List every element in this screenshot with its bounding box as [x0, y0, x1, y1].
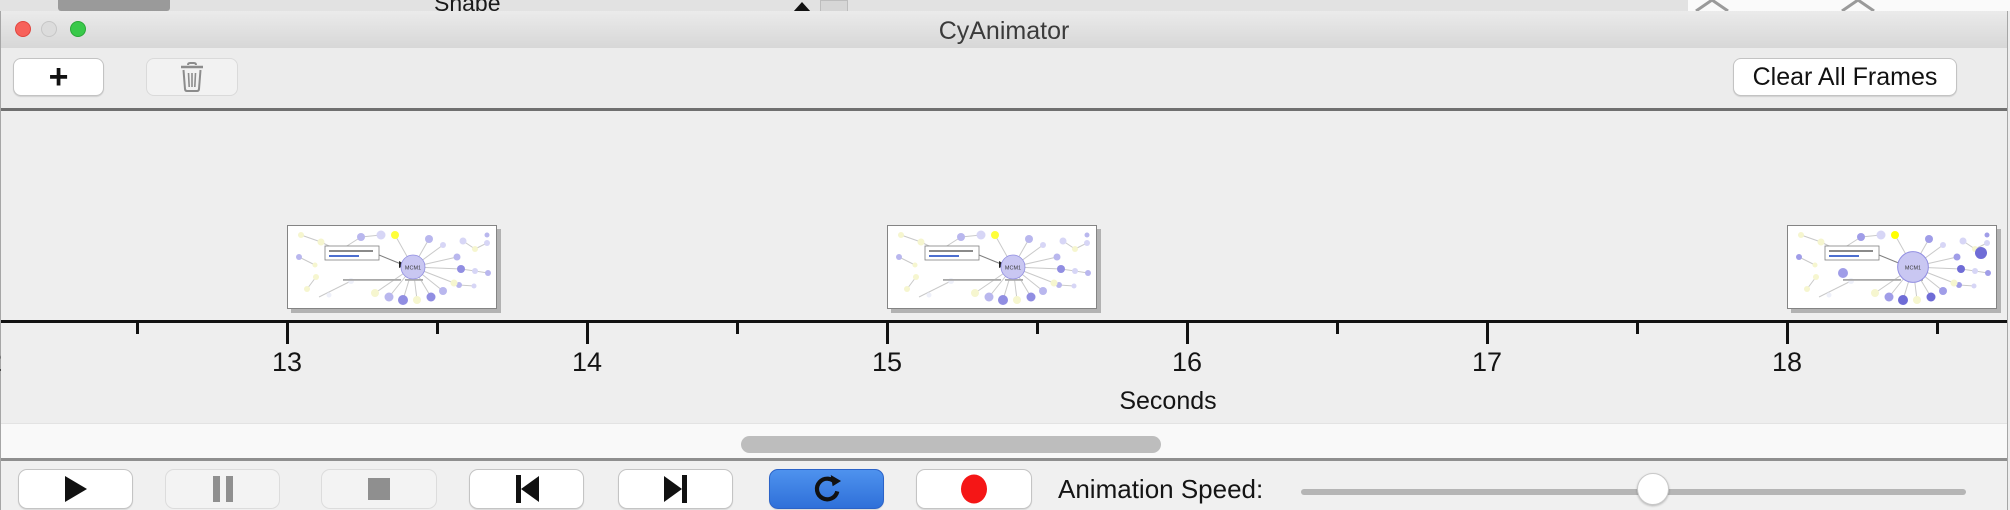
animation-speed-slider-track[interactable]: [1301, 489, 1966, 495]
minimize-window-button[interactable]: [41, 21, 57, 37]
tick-label-12: 12: [0, 347, 27, 378]
major-tick-14: [585, 323, 589, 344]
plus-icon: +: [48, 57, 69, 96]
tick-label-15: 15: [871, 347, 903, 377]
timeline-scrollbar-track[interactable]: [1, 423, 2007, 458]
background-icon-fragments: [1695, 0, 1875, 11]
title-bar[interactable]: CyAnimator: [1, 11, 2007, 49]
skip-to-start-button[interactable]: [469, 469, 584, 509]
major-tick-18: [1785, 323, 1789, 344]
minor-tick-13.5: [435, 323, 439, 334]
record-button[interactable]: [916, 469, 1032, 509]
stop-icon: [368, 478, 390, 500]
zoom-window-button[interactable]: [70, 21, 86, 37]
svg-text:MCM1: MCM1: [1005, 266, 1021, 272]
minor-tick-17.5: [1635, 323, 1639, 334]
cyanimator-window: CyAnimator + Clear All Frames: [0, 11, 2008, 510]
background-shape-label: Shape: [434, 0, 501, 11]
frame-thumbnail-1[interactable]: MCM1: [287, 225, 497, 309]
tick-label-14: 14: [571, 347, 603, 377]
network-thumbnail-image: MCM1: [1791, 229, 1993, 305]
playback-control-bar: Animation Speed:: [1, 458, 2007, 510]
minor-tick-18.5: [1935, 323, 1939, 334]
tick-label-16: 16: [1171, 347, 1203, 377]
tick-label-13: 13: [271, 347, 303, 377]
frame-thumbnail-3[interactable]: MCM1: [1787, 225, 1997, 309]
background-button-fragment: [820, 0, 848, 11]
pause-icon: [212, 476, 233, 502]
skip-to-start-icon: [515, 475, 539, 503]
minor-tick-12.5: [135, 323, 139, 334]
animation-speed-label: Animation Speed:: [1058, 474, 1264, 504]
close-window-button[interactable]: [15, 21, 31, 37]
network-thumbnail-image: MCM1: [891, 229, 1093, 305]
background-toolbar-fragment: [58, 0, 170, 11]
svg-text:MCM1: MCM1: [1905, 266, 1921, 272]
svg-text:MCM1: MCM1: [405, 266, 421, 272]
timeline-scrollbar-thumb[interactable]: [741, 436, 1161, 453]
loop-icon: [814, 474, 841, 502]
stop-button[interactable]: [321, 469, 437, 509]
tick-label-17: 17: [1471, 347, 1503, 377]
trash-icon: [181, 62, 203, 92]
skip-to-end-icon: [663, 475, 687, 503]
major-tick-17: [1485, 323, 1489, 344]
play-icon: [64, 476, 87, 502]
major-tick-16: [1185, 323, 1189, 344]
minor-tick-16.5: [1335, 323, 1339, 334]
clear-all-frames-label: Clear All Frames: [1752, 62, 1938, 91]
loop-button[interactable]: [769, 469, 884, 509]
network-thumbnail-image: MCM1: [291, 229, 493, 305]
window-title: CyAnimator: [938, 17, 1070, 45]
timeline-axis-line: [1, 320, 2007, 323]
clear-all-frames-button[interactable]: Clear All Frames: [1733, 58, 1957, 96]
frame-thumbnail-2[interactable]: MCM1: [887, 225, 1097, 309]
major-tick-13: [285, 323, 289, 344]
play-button[interactable]: [18, 469, 133, 509]
background-glyph-icon: [793, 2, 811, 11]
add-frame-button[interactable]: +: [13, 58, 104, 96]
pause-button[interactable]: [165, 469, 280, 509]
background-window-strip: Shape: [0, 0, 2010, 11]
tick-label-18: 18: [1771, 347, 1803, 377]
animation-speed-slider-thumb[interactable]: [1637, 473, 1670, 505]
skip-to-end-button[interactable]: [618, 469, 733, 509]
delete-frame-button[interactable]: [146, 58, 238, 96]
major-tick-15: [885, 323, 889, 344]
record-icon: [961, 474, 987, 504]
timeline-canvas[interactable]: MCM1: [0, 111, 2007, 458]
minor-tick-15.5: [1035, 323, 1039, 334]
axis-title: Seconds: [1119, 387, 1217, 415]
frame-toolbar: + Clear All Frames: [1, 48, 2007, 111]
minor-tick-14.5: [735, 323, 739, 334]
